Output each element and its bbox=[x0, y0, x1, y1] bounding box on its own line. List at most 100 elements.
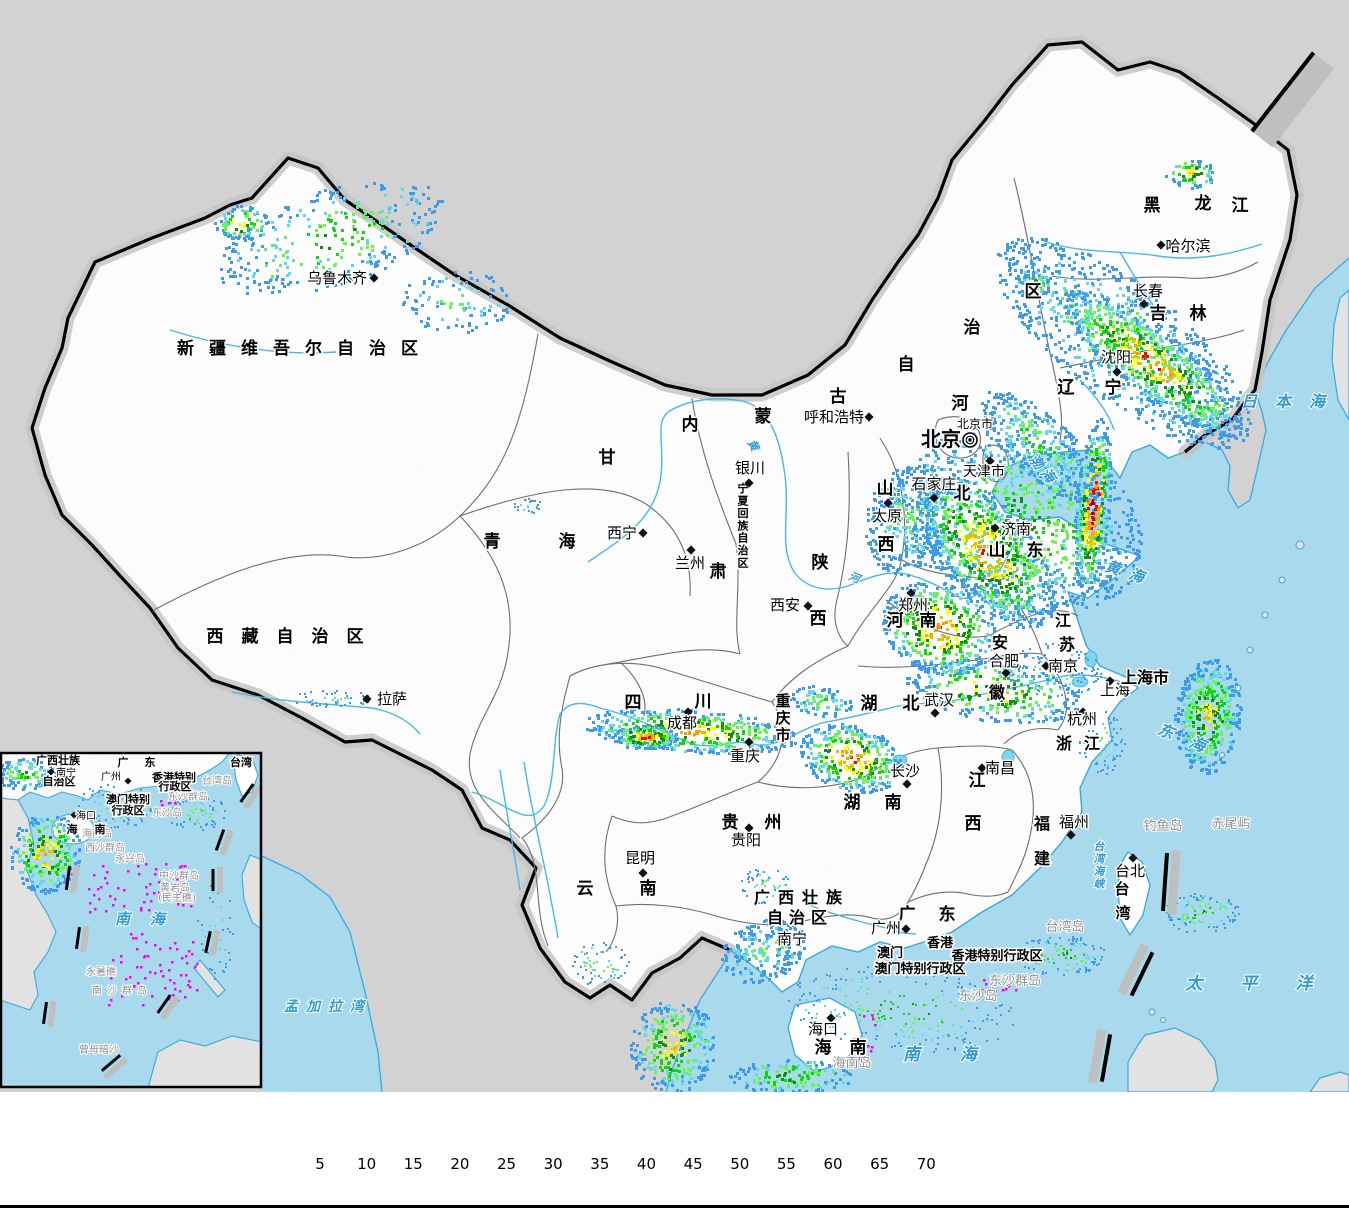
map-label: 南 bbox=[885, 792, 902, 813]
map-label: 澳门 bbox=[877, 945, 903, 961]
map-label: 江 bbox=[1232, 196, 1249, 216]
colorbar-tick: 10 bbox=[357, 1155, 377, 1173]
map-label: 自治区 bbox=[767, 908, 833, 927]
map-label: 长沙 bbox=[890, 762, 920, 780]
map-label: 古 bbox=[830, 386, 847, 407]
map-label: (民主礁) bbox=[158, 891, 196, 904]
map-label: 东 bbox=[145, 755, 156, 769]
map-label: 南海 bbox=[903, 1045, 1017, 1065]
map-label: 福州 bbox=[1059, 813, 1089, 831]
map-label: 北 bbox=[954, 484, 971, 504]
map-label: 南 bbox=[920, 610, 937, 631]
island-markers bbox=[88, 863, 193, 914]
map-label: 甘 bbox=[599, 447, 616, 468]
map-label: 北京市 bbox=[957, 416, 993, 431]
map-label: 西 bbox=[965, 814, 982, 834]
south-china-sea-inset: 南海台湾岛东沙群岛东沙岛海南岛西沙群岛永兴岛中沙群岛黄岩岛(民主礁)永暑礁南沙群… bbox=[0, 752, 262, 1088]
map-label: 四 bbox=[625, 693, 642, 713]
island-markers bbox=[160, 799, 178, 807]
map-label: 苏 bbox=[1059, 635, 1075, 654]
city-marker bbox=[686, 545, 696, 555]
map-label: 台湾岛 bbox=[1045, 919, 1084, 935]
inset-dash-line bbox=[41, 783, 262, 1080]
national-border bbox=[30, 40, 1299, 1002]
map-label: 林 bbox=[1190, 303, 1207, 324]
city-marker bbox=[362, 694, 372, 704]
colorbar-tick: 40 bbox=[636, 1155, 657, 1173]
map-label: 澳门特别行政区 bbox=[874, 961, 965, 977]
inset-labels: 南海台湾岛东沙群岛东沙岛海南岛西沙群岛永兴岛中沙群岛黄岩岛(民主礁)永暑礁南沙群… bbox=[35, 752, 254, 1057]
map-label: 呼和浩特 bbox=[804, 408, 864, 426]
map-label: 西 bbox=[878, 535, 895, 555]
map-label: 西宁 bbox=[607, 524, 637, 542]
inset-border bbox=[0, 751, 263, 1089]
map-label: 上海 bbox=[1100, 681, 1130, 699]
city-marker bbox=[70, 811, 78, 819]
sakhalin-band bbox=[1250, 51, 1335, 148]
city-marker bbox=[803, 601, 813, 611]
map-label: 哈尔滨 bbox=[1165, 237, 1210, 255]
map-label: 银川 bbox=[735, 459, 765, 477]
map-label: 福 bbox=[1033, 814, 1050, 833]
map-label: 东 bbox=[939, 904, 956, 925]
lake bbox=[1001, 749, 1015, 767]
map-label: 南京 bbox=[1048, 657, 1078, 675]
map-label: 永兴岛 bbox=[115, 852, 145, 865]
map-label: 香港 bbox=[926, 935, 954, 951]
city-marker bbox=[744, 823, 754, 833]
map-label: 兰州 bbox=[675, 554, 705, 572]
map-label: 西藏自治区 bbox=[207, 626, 382, 647]
city-marker bbox=[638, 528, 648, 538]
map-label: 肃 bbox=[710, 562, 727, 582]
nine-dash-line bbox=[1088, 850, 1181, 1084]
colorbar-tick: 30 bbox=[543, 1155, 563, 1173]
city-marker bbox=[638, 868, 648, 878]
small-island bbox=[1160, 1017, 1166, 1023]
map-label: 广 bbox=[118, 755, 129, 769]
map-label: 东沙岛 bbox=[958, 988, 997, 1004]
map-label: 日本海 bbox=[1241, 392, 1343, 411]
city-marker bbox=[744, 478, 754, 488]
small-island bbox=[1219, 752, 1225, 758]
city-marker bbox=[776, 935, 786, 945]
city-marker bbox=[1066, 830, 1076, 840]
map-label: 西 bbox=[810, 609, 827, 629]
colorbar-tick: 20 bbox=[450, 1155, 470, 1173]
map-label: 宁 bbox=[1105, 377, 1122, 398]
island-markers bbox=[981, 974, 1021, 993]
map-label: 河 bbox=[952, 394, 969, 414]
map-label: 行政区 bbox=[111, 803, 145, 817]
map-label: 南 bbox=[640, 878, 657, 899]
city-marker bbox=[826, 1013, 836, 1023]
map-label: 海 bbox=[559, 531, 576, 552]
map-label: 南昌 bbox=[985, 759, 1015, 777]
map-label: 沈阳 bbox=[1101, 348, 1131, 366]
colorbar-tick: 45 bbox=[683, 1155, 703, 1173]
city-marker bbox=[744, 737, 754, 747]
map-label: 南 bbox=[850, 1037, 867, 1058]
map-label: 永暑礁 bbox=[86, 965, 116, 978]
city-marker bbox=[1078, 707, 1088, 717]
borneo-corner bbox=[1309, 1071, 1349, 1092]
colorbar-tick: 55 bbox=[776, 1155, 796, 1173]
map-label: 自 bbox=[898, 354, 915, 375]
map-label: 江 bbox=[1055, 611, 1071, 630]
island-markers bbox=[844, 1014, 877, 1060]
city-marker bbox=[977, 763, 987, 773]
bay-of-bengal bbox=[262, 856, 382, 1092]
colorbar-tick: 5 bbox=[315, 1155, 325, 1173]
japan-edge bbox=[1331, 289, 1349, 421]
city-marker bbox=[1105, 676, 1115, 686]
city-marker bbox=[124, 777, 132, 785]
city-marker bbox=[906, 588, 916, 598]
map-label: 长春 bbox=[1133, 282, 1163, 300]
map-label: 天津市 bbox=[963, 463, 1005, 480]
map-label: 湖 bbox=[861, 694, 878, 714]
luzon-island bbox=[1127, 1027, 1219, 1092]
map-label: 石家庄 bbox=[911, 475, 956, 493]
colorbar-tick: 65 bbox=[870, 1155, 890, 1173]
map-label: 重庆 bbox=[730, 747, 760, 765]
map-label: 行政区 bbox=[158, 779, 192, 793]
